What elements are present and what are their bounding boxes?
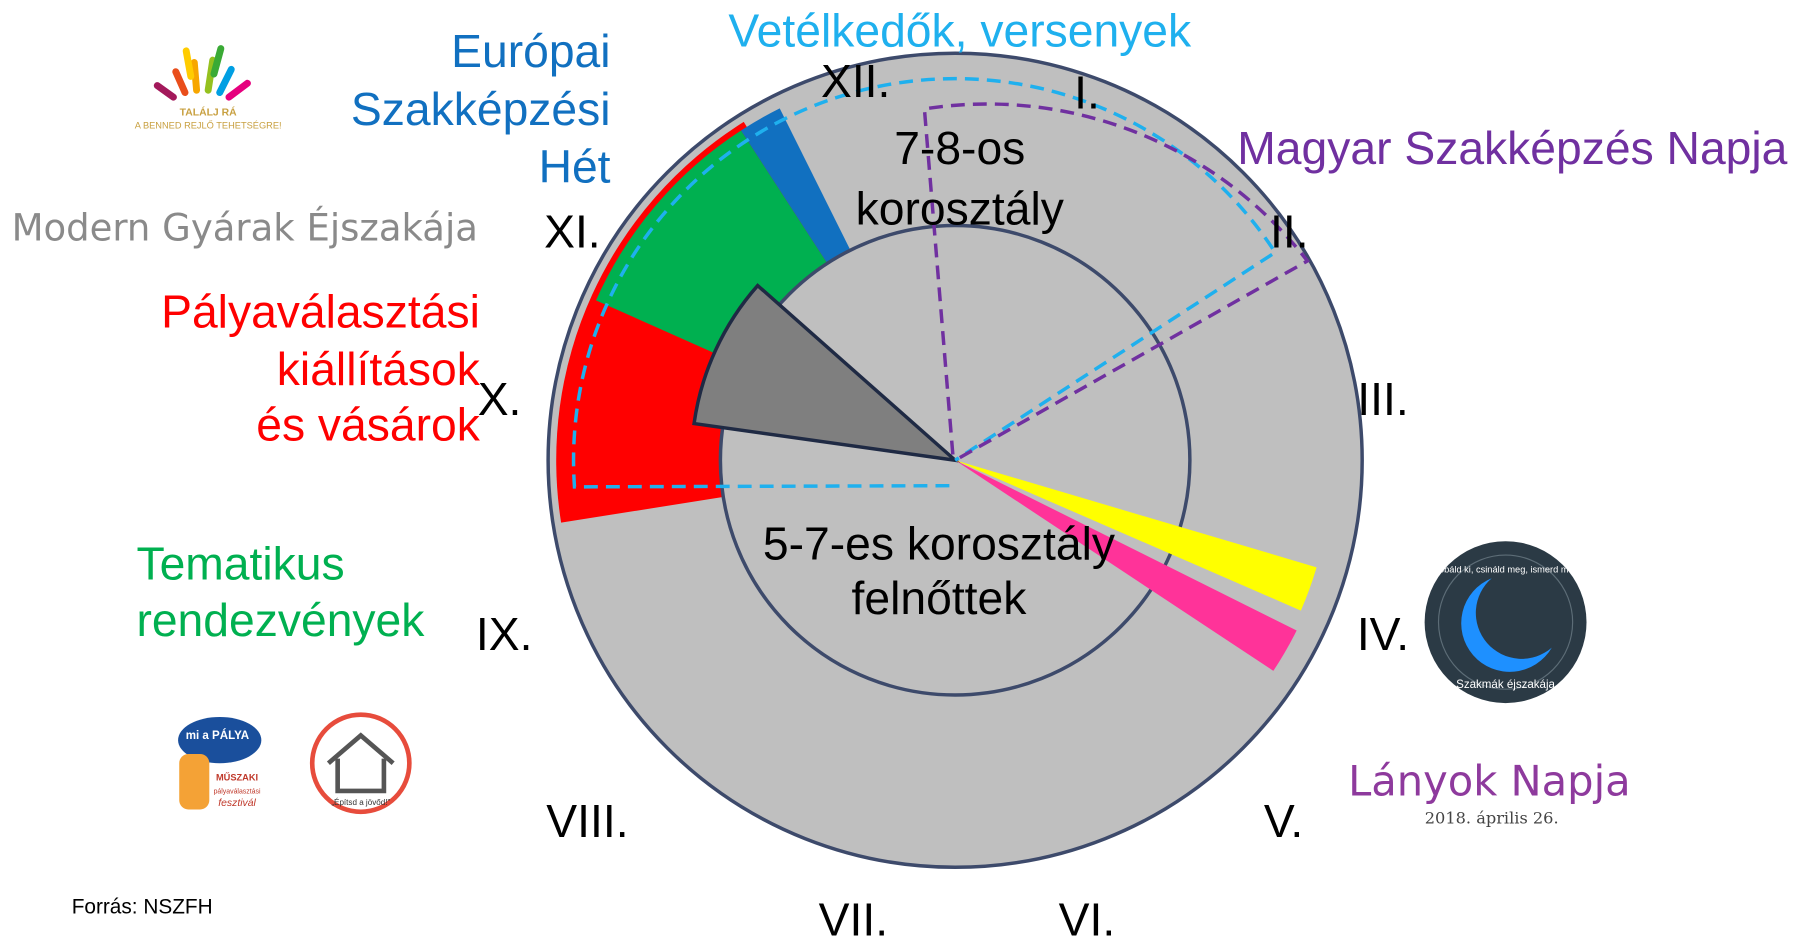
logo-text: pályaválasztási bbox=[214, 788, 261, 795]
logo-text: Próbáld ki, csináld meg, ismerd meg! bbox=[1430, 564, 1582, 574]
center-label: felnőttek bbox=[852, 572, 1028, 624]
calendar-disk bbox=[548, 53, 1362, 867]
vetelkedok-label: Vetélkedők, versenyek bbox=[728, 4, 1192, 56]
month-label: VI. bbox=[1059, 894, 1116, 939]
tematikus-label: Tematikus bbox=[136, 537, 344, 589]
talalj-logo: TALÁLJ RÁ A BENNED REJLŐ TEHETSÉGRE! bbox=[135, 49, 282, 131]
palya-label: és vásárok bbox=[256, 399, 481, 451]
slide: XII. I. II. III. IV. V. VI. VII. VIII. I… bbox=[0, 0, 1812, 939]
month-label: IV. bbox=[1357, 608, 1409, 660]
modern-label: Modern Gyárak Éjszakája bbox=[12, 206, 478, 250]
logo-text: Szakmák éjszakája bbox=[1456, 679, 1555, 691]
month-label: XII. bbox=[821, 55, 890, 107]
mipalya-logo: mi a PÁLYA MŰSZAKI pályaválasztási feszt… bbox=[178, 717, 261, 810]
logo-text: Lányok Napja bbox=[1348, 757, 1631, 806]
month-label: X. bbox=[478, 373, 522, 425]
ring-label: korosztály bbox=[856, 182, 1065, 234]
page: XII. I. II. III. IV. V. VI. VII. VIII. I… bbox=[0, 0, 1812, 939]
szakmak-logo: Próbáld ki, csináld meg, ismerd meg! Sza… bbox=[1425, 541, 1587, 703]
ring-label: 7-8-os bbox=[894, 122, 1025, 174]
month-label: XI. bbox=[544, 205, 601, 257]
logo-text: fesztivál bbox=[218, 798, 256, 809]
logo-text: mi a PÁLYA bbox=[186, 729, 250, 742]
palya-label: kiállítások bbox=[277, 343, 481, 395]
lanyok-logo: Lányok Napja 2018. április 26. bbox=[1348, 757, 1631, 828]
europai-label: Európai bbox=[451, 25, 610, 77]
logo-text: MŰSZAKI bbox=[216, 772, 258, 783]
logo-text: „Építsd a jövőd!” bbox=[331, 798, 390, 807]
month-label: VII. bbox=[819, 894, 888, 939]
europai-label: Hét bbox=[539, 141, 611, 193]
month-label: II. bbox=[1270, 205, 1309, 257]
logo-text: A BENNED REJLŐ TEHETSÉGRE! bbox=[135, 120, 282, 130]
magyar-label: Magyar Szakképzés Napja bbox=[1237, 122, 1787, 174]
month-label: VIII. bbox=[546, 795, 628, 847]
tematikus-label: rendezvények bbox=[136, 594, 425, 646]
palya-label: Pályaválasztási bbox=[161, 285, 480, 337]
epitsd-logo: „Építsd a jövőd!” bbox=[312, 715, 409, 812]
month-label: V. bbox=[1264, 795, 1303, 847]
month-label: I. bbox=[1074, 67, 1100, 119]
source: Forrás: NSZFH bbox=[72, 896, 213, 919]
center-label: 5-7-es korosztály bbox=[763, 518, 1116, 570]
month-label: III. bbox=[1357, 373, 1408, 425]
europai-label: Szakképzési bbox=[351, 83, 611, 135]
logo-text: TALÁLJ RÁ bbox=[180, 106, 237, 119]
logo-text: 2018. április 26. bbox=[1425, 808, 1559, 827]
month-label: IX. bbox=[476, 608, 533, 660]
